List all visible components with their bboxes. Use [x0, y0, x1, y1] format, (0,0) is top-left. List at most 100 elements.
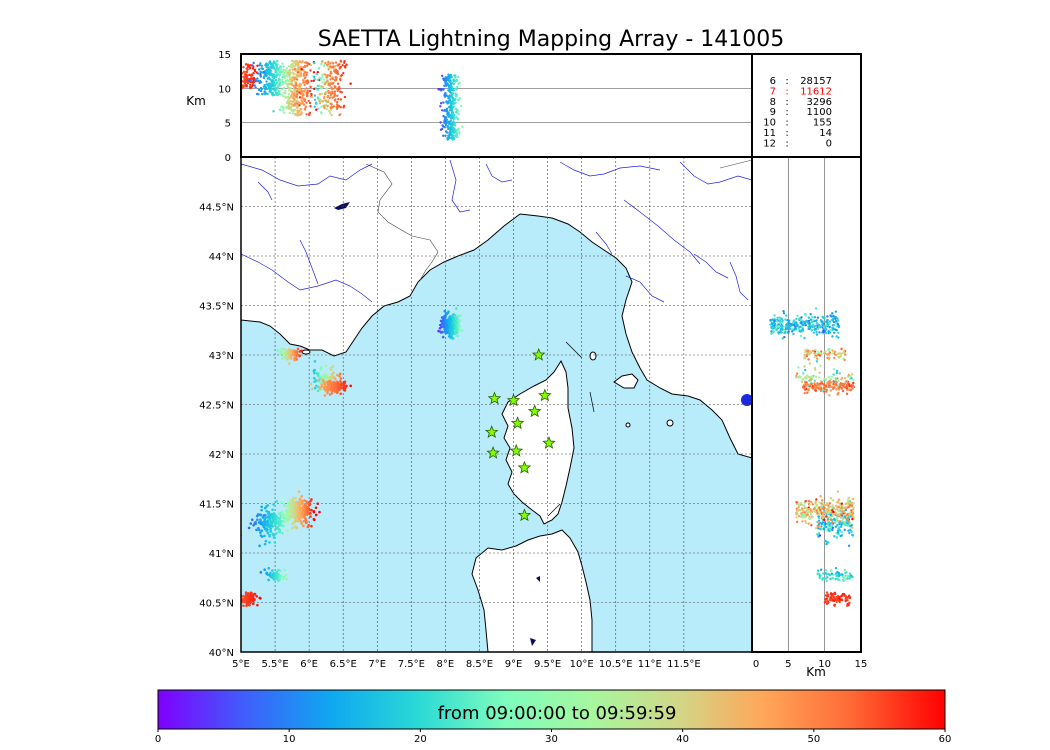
lightning-side-point [835, 388, 838, 391]
lightning-source-point [296, 513, 300, 516]
map-y-tick-label: 41.5°N [199, 500, 234, 511]
lightning-source-point [330, 391, 334, 395]
lightning-altitude-point [299, 60, 303, 64]
lightning-side-point [837, 324, 840, 328]
lightning-side-point [825, 515, 828, 518]
lightning-altitude-point [290, 79, 294, 83]
lightning-altitude-point [302, 103, 306, 106]
lightning-altitude-point [449, 88, 452, 92]
lightning-source-point [260, 529, 264, 532]
side-tick-label: 15 [855, 659, 868, 670]
lightning-side-point [846, 599, 849, 602]
lightning-altitude-point [448, 94, 452, 98]
map-y-tick-label: 40°N [209, 648, 234, 659]
lightning-side-point [820, 502, 823, 505]
lightning-altitude-point [282, 105, 285, 108]
lightning-side-point [835, 321, 838, 325]
lightning-side-point [817, 521, 820, 524]
lightning-side-point [832, 380, 835, 383]
lightning-altitude-point [445, 118, 449, 122]
lightning-side-point [824, 569, 828, 572]
lightning-altitude-point [461, 125, 464, 128]
count-value: 11612 [800, 86, 832, 97]
lightning-side-point [840, 387, 844, 390]
lightning-side-point [824, 577, 827, 580]
altitude-panel [241, 54, 752, 157]
lightning-side-point [820, 382, 824, 385]
lightning-side-point [829, 314, 832, 317]
lightning-altitude-point [317, 67, 321, 70]
lightning-altitude-point [265, 83, 269, 86]
lightning-source-point [283, 520, 287, 523]
lightning-source-point [325, 378, 329, 382]
lightning-altitude-point [322, 95, 326, 99]
lightning-source-point [316, 373, 320, 376]
lightning-altitude-point [301, 60, 304, 63]
lightning-side-point [829, 568, 833, 572]
lightning-side-point [811, 323, 815, 326]
lightning-altitude-point [244, 78, 247, 81]
lightning-side-point [832, 323, 836, 327]
lightning-side-point [804, 376, 807, 380]
lightning-source-point [256, 518, 259, 522]
lightning-altitude-point [336, 94, 339, 97]
lightning-altitude-point [285, 71, 289, 75]
lightning-side-point [781, 337, 784, 340]
lightning-source-point [280, 357, 284, 360]
lightning-altitude-point [458, 132, 461, 135]
lightning-side-point [837, 379, 840, 383]
lightning-side-point [818, 386, 821, 389]
lightning-side-point [850, 530, 853, 533]
lightning-altitude-point [268, 61, 271, 64]
lightning-source-point [305, 520, 308, 524]
lightning-side-point [837, 532, 840, 536]
lightning-source-point [292, 496, 296, 500]
lightning-altitude-point [313, 105, 316, 108]
lightning-source-point [335, 391, 339, 395]
lightning-side-point [843, 358, 846, 362]
lightning-side-point [837, 513, 840, 517]
lightning-source-point [286, 520, 289, 523]
lightning-side-point [836, 529, 840, 532]
lightning-altitude-point [328, 112, 332, 115]
lightning-source-point [313, 380, 316, 384]
lightning-altitude-point [270, 66, 274, 69]
lightning-side-point [834, 377, 837, 380]
lightning-altitude-point [305, 71, 309, 74]
lightning-side-point [846, 512, 849, 516]
lightning-altitude-point [287, 103, 291, 106]
lightning-side-point [796, 314, 799, 317]
lightning-side-point [813, 509, 817, 513]
lightning-source-point [290, 357, 293, 360]
lightning-side-point [807, 351, 810, 355]
lightning-altitude-point [457, 118, 460, 121]
lightning-side-point [821, 515, 825, 518]
lightning-side-point [831, 499, 835, 502]
lightning-side-point [815, 319, 818, 322]
lightning-altitude-point [269, 78, 272, 81]
lightning-altitude-point [290, 102, 293, 106]
lightning-side-point [815, 330, 818, 334]
lightning-side-point [838, 526, 841, 529]
lightning-altitude-point [275, 65, 278, 69]
lightning-source-point [277, 527, 281, 531]
lightning-altitude-point [273, 83, 276, 87]
lightning-side-point [806, 391, 809, 394]
lightning-altitude-point [318, 101, 322, 105]
lightning-side-point [828, 516, 832, 519]
lightning-side-point [845, 571, 848, 574]
lightning-side-point [784, 331, 787, 334]
lightning-source-point [259, 597, 262, 600]
lightning-side-point [843, 521, 846, 524]
lightning-side-point [814, 389, 817, 392]
lightning-altitude-point [342, 71, 345, 75]
lightning-altitude-point [248, 73, 251, 77]
lightning-altitude-point [294, 102, 297, 105]
lightning-source-point [275, 527, 279, 530]
lightning-source-point [446, 325, 449, 329]
lightning-altitude-point [437, 88, 440, 91]
lightning-source-point [297, 515, 300, 518]
lightning-altitude-point [285, 106, 288, 109]
lightning-side-point [828, 510, 832, 513]
lightning-altitude-point [456, 85, 459, 88]
